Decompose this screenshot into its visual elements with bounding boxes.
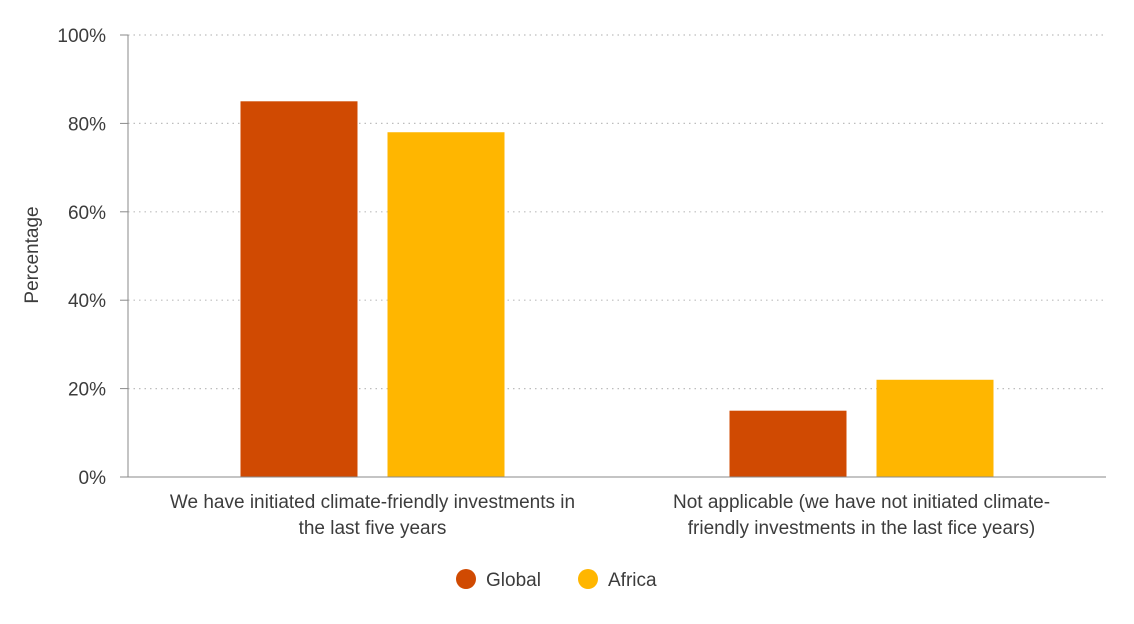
- x-tick-label: We have initiated climate-friendly inves…: [170, 492, 575, 539]
- legend-marker-africa: [578, 569, 598, 589]
- y-tick-label: 60%: [68, 203, 106, 224]
- x-tick-label: Not applicable (we have not initiated cl…: [673, 492, 1050, 539]
- y-tick-label: 100%: [57, 26, 106, 47]
- y-tick-label: 40%: [68, 291, 106, 312]
- bars-layer: [240, 101, 994, 478]
- y-tick-label: 20%: [68, 380, 106, 401]
- x-tick-labels: We have initiated climate-friendly inves…: [170, 492, 1050, 539]
- bar-global-1: [729, 410, 847, 477]
- y-axis-title: Percentage: [22, 206, 43, 303]
- legend: Global Africa: [456, 569, 657, 591]
- legend-marker-global: [456, 569, 476, 589]
- bar-africa-0: [387, 132, 505, 478]
- bar-global-0: [240, 101, 358, 478]
- axes-layer: 0% 20% 40% 60% 80% 100%: [57, 26, 1106, 489]
- y-tick-label: 80%: [68, 114, 106, 135]
- legend-label-global: Global: [486, 570, 541, 591]
- bar-africa-1: [876, 379, 994, 477]
- y-tick-label: 0%: [79, 468, 107, 489]
- legend-label-africa: Africa: [608, 570, 657, 591]
